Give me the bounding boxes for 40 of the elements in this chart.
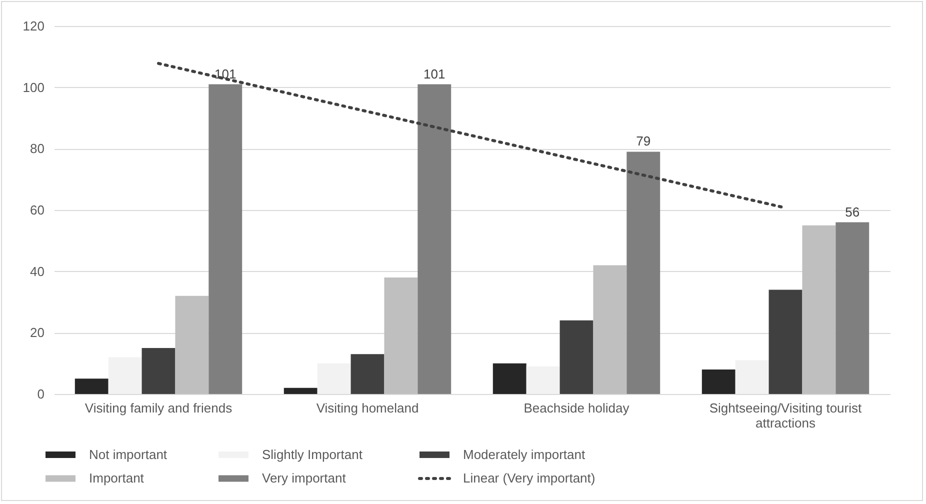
legend-label: Moderately important xyxy=(463,446,586,462)
legend-label: Slightly Important xyxy=(262,446,363,462)
legend-label: Important xyxy=(89,470,144,486)
legend-label: Not important xyxy=(89,446,168,462)
y-tick-label: 120 xyxy=(22,18,44,34)
legend-label: Very important xyxy=(262,470,346,486)
y-tick-label: 60 xyxy=(30,202,44,218)
bar xyxy=(384,277,418,394)
y-tick-label: 100 xyxy=(22,80,44,95)
bar xyxy=(317,363,351,394)
bar xyxy=(418,84,452,394)
bar xyxy=(492,363,526,394)
bar xyxy=(74,378,108,394)
y-tick-label: 20 xyxy=(30,325,44,340)
data-label: 101 xyxy=(424,66,446,82)
data-label: 79 xyxy=(636,134,651,149)
bar xyxy=(802,225,836,394)
bar xyxy=(735,360,769,394)
y-tick-label: 40 xyxy=(30,264,44,279)
bar xyxy=(593,265,627,394)
bar xyxy=(702,369,736,394)
bar xyxy=(175,296,209,394)
data-label: 56 xyxy=(845,204,860,220)
y-tick-label: 80 xyxy=(30,141,44,156)
x-tick-label: Beachside holiday xyxy=(524,400,630,416)
bar xyxy=(350,354,384,394)
y-tick-label: 0 xyxy=(37,386,44,402)
bar xyxy=(836,222,870,394)
legend-label: Linear (Very important) xyxy=(463,470,596,486)
bar xyxy=(208,84,242,394)
bar xyxy=(768,290,802,394)
x-tick-label: Sightseeing/Visiting tourist attractions xyxy=(709,400,862,430)
bar xyxy=(560,320,594,394)
bar xyxy=(284,388,318,394)
bar xyxy=(626,152,660,394)
bar xyxy=(142,348,176,394)
x-tick-label: Visiting homeland xyxy=(316,400,419,416)
bar xyxy=(108,357,142,394)
bar xyxy=(526,366,560,394)
x-tick-label: Visiting family and friends xyxy=(84,400,233,416)
